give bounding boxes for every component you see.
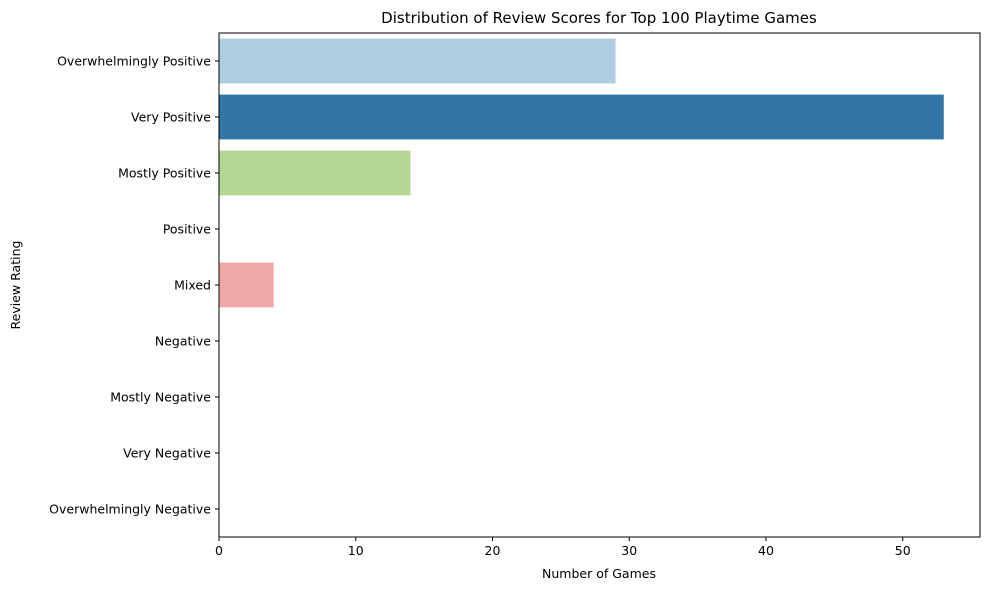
x-tick-label: 30 bbox=[621, 543, 637, 558]
bar-very-positive bbox=[219, 94, 944, 140]
bar-mostly-positive bbox=[219, 150, 411, 196]
x-axis-ticks: 0 10 20 30 40 50 bbox=[215, 537, 911, 558]
y-tick-label: Very Positive bbox=[131, 110, 211, 125]
x-tick-label: 0 bbox=[215, 543, 223, 558]
y-tick-label: Mostly Negative bbox=[110, 390, 211, 405]
bars-group bbox=[219, 38, 944, 308]
y-tick-label: Mostly Positive bbox=[118, 166, 211, 181]
y-axis-ticks: Overwhelmingly Positive Very Positive Most… bbox=[49, 54, 219, 517]
x-axis-title: Number of Games bbox=[542, 566, 656, 581]
y-tick-label: Overwhelmingly Negative bbox=[49, 502, 211, 517]
y-tick-label: Negative bbox=[155, 334, 211, 349]
y-axis-title: Review Rating bbox=[8, 241, 23, 330]
y-tick-label: Positive bbox=[163, 222, 211, 237]
y-tick-label: Very Negative bbox=[123, 446, 211, 461]
x-tick-label: 50 bbox=[895, 543, 911, 558]
plot-frame bbox=[218, 32, 981, 538]
x-tick-label: 40 bbox=[758, 543, 774, 558]
x-tick-label: 10 bbox=[348, 543, 364, 558]
chart-title: Distribution of Review Scores for Top 10… bbox=[381, 9, 817, 27]
y-tick-label: Mixed bbox=[174, 278, 211, 293]
x-tick-label: 20 bbox=[485, 543, 501, 558]
bar-overwhelmingly-positive bbox=[219, 38, 616, 84]
bar-mixed bbox=[219, 262, 274, 308]
y-tick-label: Overwhelmingly Positive bbox=[57, 54, 211, 69]
